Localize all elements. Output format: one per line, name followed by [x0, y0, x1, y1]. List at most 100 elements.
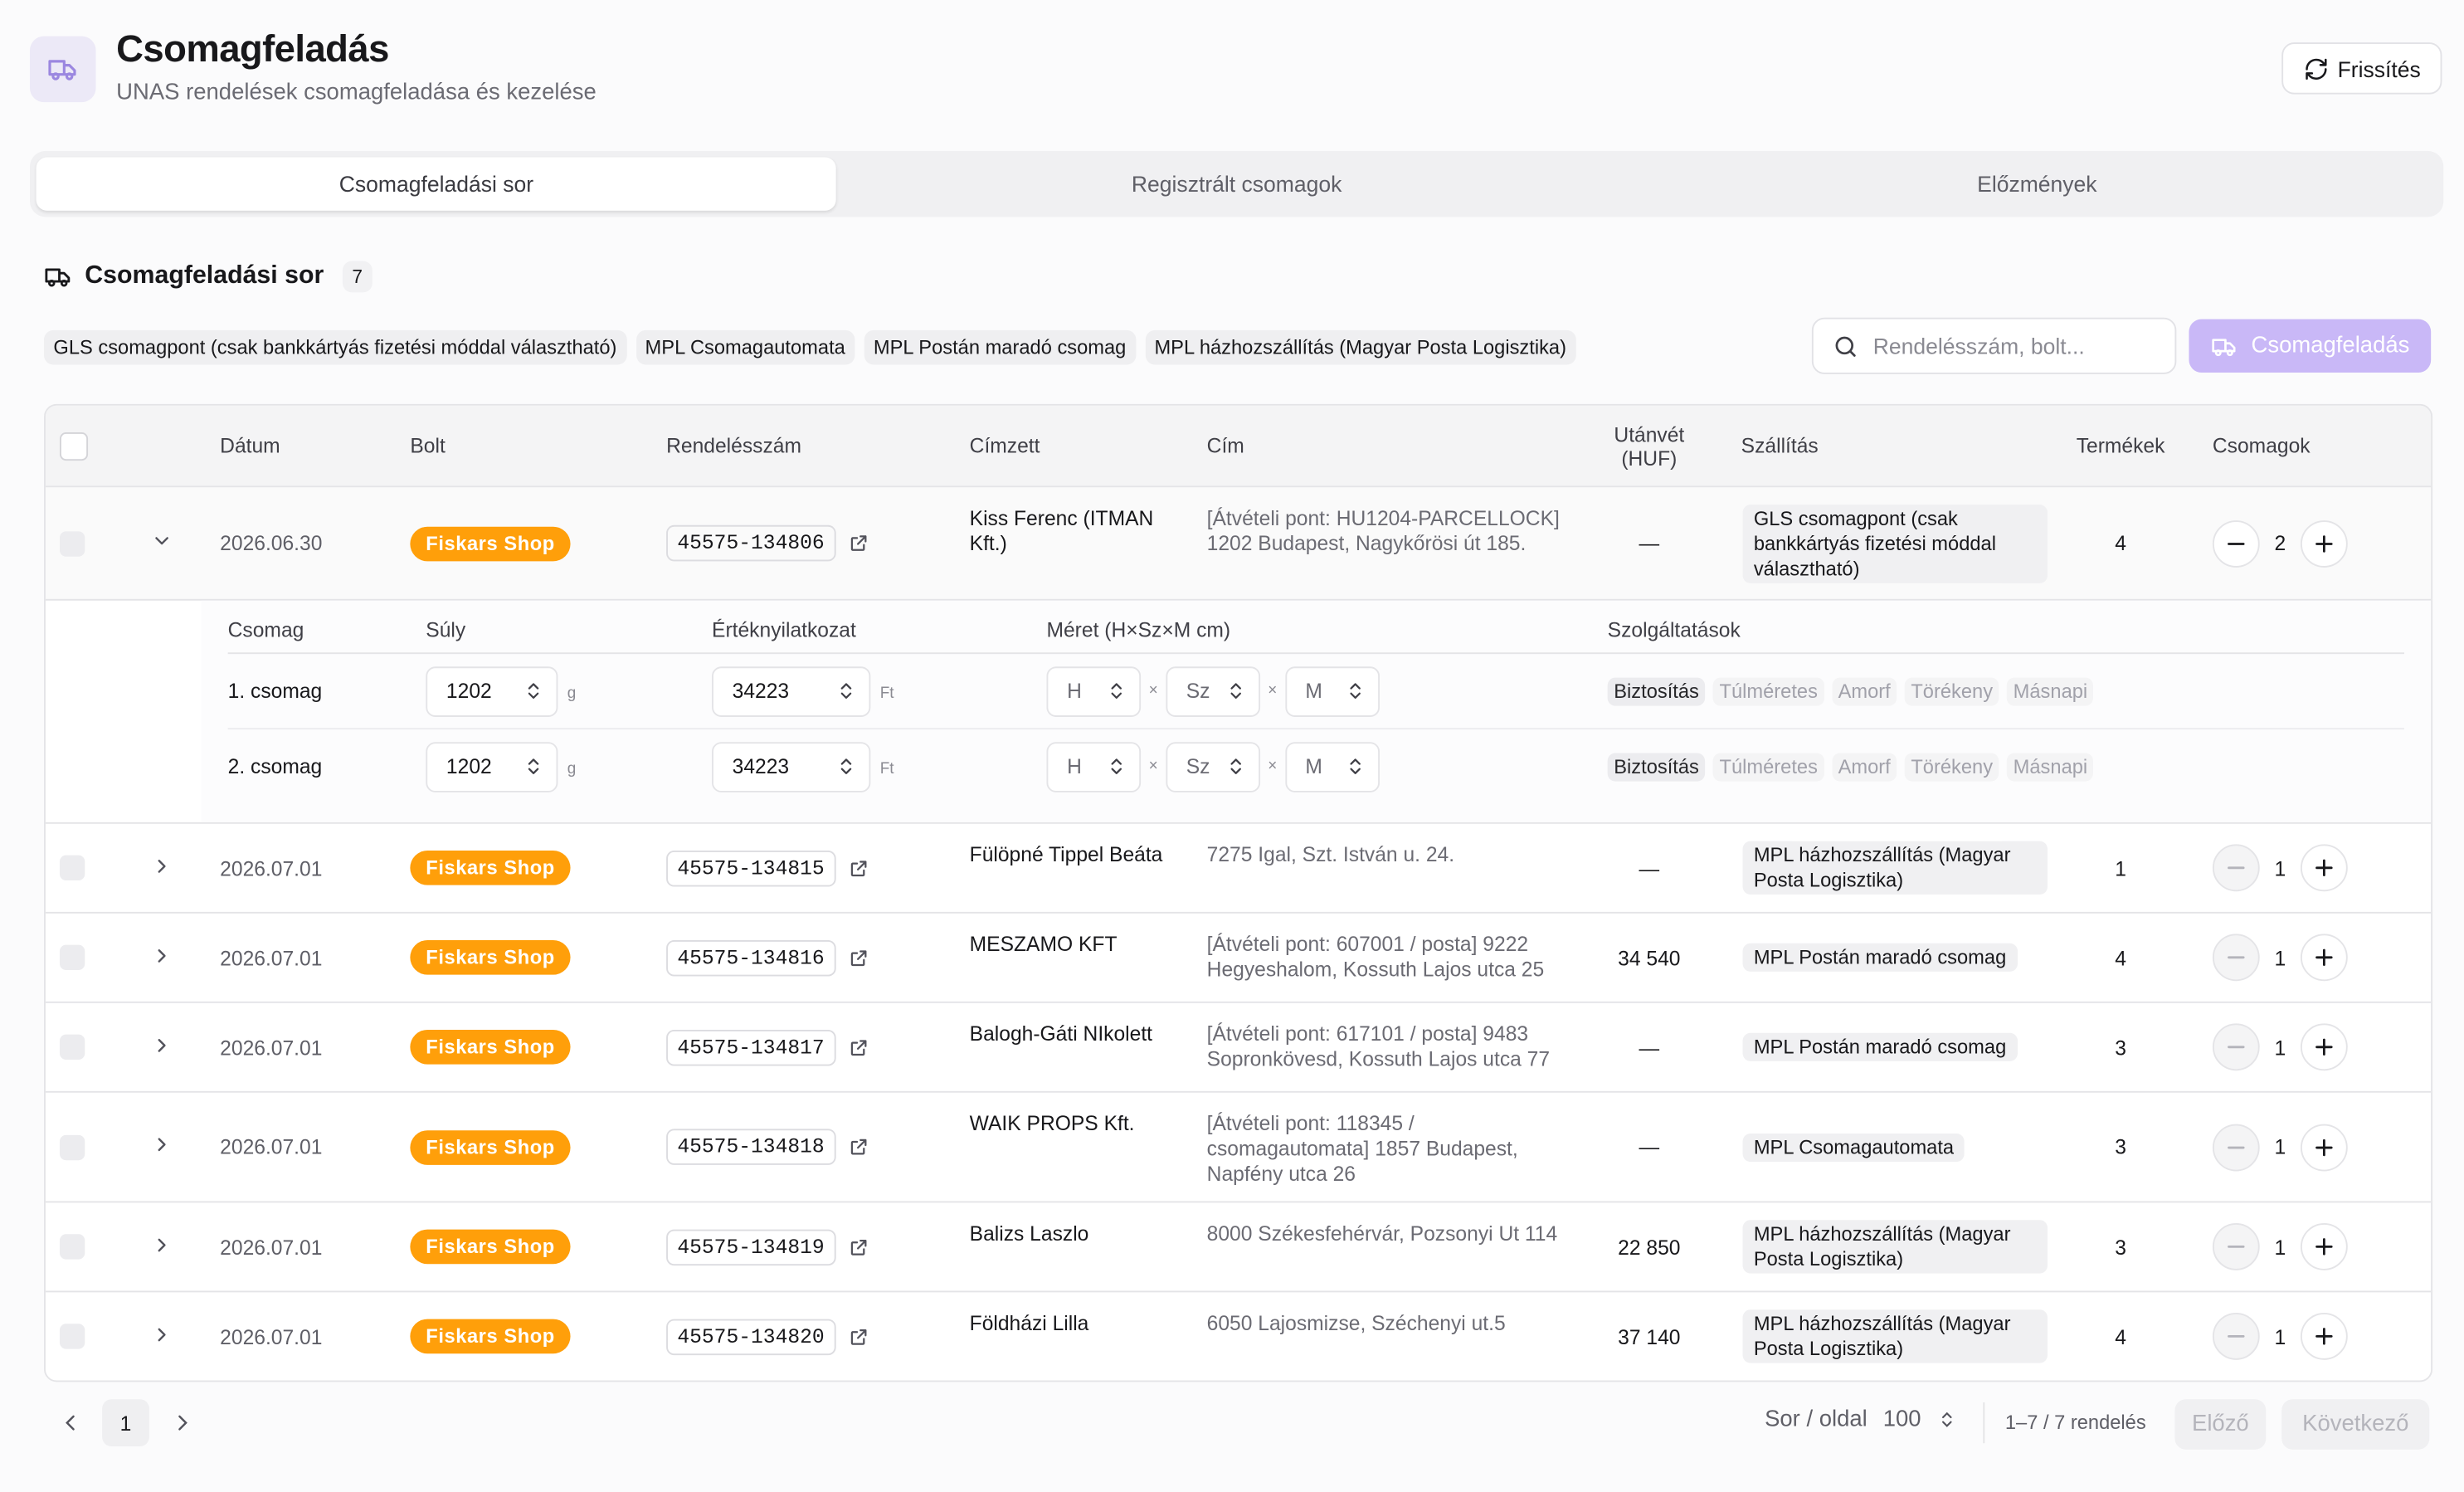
filter-chip[interactable]: MPL Csomagautomata	[635, 329, 855, 365]
checkbox[interactable]	[59, 432, 89, 461]
spinner-icon[interactable]	[1225, 680, 1246, 701]
service-toggle[interactable]: Túlméretes	[1712, 752, 1824, 781]
order-number: 45575-134819	[666, 1228, 835, 1265]
decrement-button[interactable]	[2212, 519, 2260, 568]
external-link-icon[interactable]	[848, 533, 869, 553]
spinner-icon[interactable]	[1225, 756, 1246, 777]
service-toggle[interactable]: Amorf	[1831, 752, 1897, 781]
checkbox[interactable]	[59, 530, 85, 556]
tab[interactable]: Csomagfeladási sor	[36, 157, 837, 211]
checkbox[interactable]	[59, 855, 85, 880]
weight-input[interactable]: 1202	[426, 666, 558, 716]
spinner-icon[interactable]	[1345, 680, 1366, 701]
checkbox[interactable]	[59, 1034, 85, 1060]
expand-chevron[interactable]	[151, 529, 173, 552]
search-input[interactable]: Rendelésszám, bolt...	[1811, 317, 2177, 374]
filter-chip[interactable]: MPL Postán maradó csomag	[864, 329, 1136, 365]
tab[interactable]: Regisztrált csomagok	[1131, 171, 1342, 197]
external-link-icon[interactable]	[848, 1137, 869, 1158]
decrement-button[interactable]	[2212, 934, 2260, 982]
spinner-icon[interactable]	[1106, 680, 1127, 701]
weight-input[interactable]: 1202	[426, 741, 558, 792]
external-link-icon[interactable]	[848, 1326, 869, 1347]
value-input[interactable]: 34223	[712, 741, 871, 792]
submit-button[interactable]: Csomagfeladás	[2189, 319, 2432, 373]
expand-cell	[132, 1034, 201, 1060]
prev-button[interactable]: Előző	[2174, 1399, 2267, 1450]
value-input[interactable]: 34223	[712, 666, 871, 716]
table-row[interactable]: 2026.07.01 Fiskars Shop 45575-134815 Fülöpn…	[45, 824, 2432, 914]
spinner-icon[interactable]	[1106, 756, 1127, 777]
table-row[interactable]: 2026.06.30 Fiskars Shop 45575-134806 Kiss F…	[45, 487, 2432, 601]
shipping-method: MPL Csomagautomata	[1742, 1133, 1965, 1162]
spinner-icon[interactable]	[523, 680, 544, 701]
rows-per-page-value[interactable]: 100	[1882, 1407, 1921, 1432]
service-toggle[interactable]: Törékeny	[1904, 676, 1999, 705]
external-link-icon[interactable]	[848, 1036, 869, 1057]
minus-icon	[2223, 856, 2248, 880]
table-row[interactable]: 2026.07.01 Fiskars Shop 45575-134818 WAIK P…	[45, 1093, 2432, 1203]
service-toggle[interactable]: Túlméretes	[1712, 676, 1824, 705]
service-toggle[interactable]: Másnapi	[2007, 676, 2094, 705]
increment-button[interactable]	[2300, 1222, 2348, 1270]
increment-button[interactable]	[2300, 1123, 2348, 1171]
plus-icon	[2311, 530, 2336, 555]
checkbox[interactable]	[59, 944, 85, 970]
external-link-icon[interactable]	[848, 1236, 869, 1257]
decrement-button[interactable]	[2212, 1123, 2260, 1171]
decrement-button[interactable]	[2212, 1312, 2260, 1360]
spinner-icon[interactable]	[836, 756, 857, 777]
prev-page-icon[interactable]	[60, 1412, 82, 1434]
expand-chevron[interactable]	[151, 1323, 173, 1345]
dimension-input[interactable]: Sz	[1166, 666, 1260, 716]
dimension-input[interactable]: H	[1046, 666, 1142, 716]
expand-chevron[interactable]	[151, 855, 173, 877]
package-count: 1	[2274, 1235, 2286, 1259]
expand-chevron[interactable]	[151, 944, 173, 967]
expand-chevron[interactable]	[151, 1233, 173, 1256]
external-link-icon[interactable]	[848, 947, 869, 968]
external-link-icon[interactable]	[848, 858, 869, 879]
next-button[interactable]: Következő	[2281, 1399, 2430, 1450]
page-number[interactable]: 1	[102, 1399, 149, 1447]
order-cell: 45575-134816	[647, 939, 951, 976]
table-row[interactable]: 2026.07.01 Fiskars Shop 45575-134820 Földhá…	[46, 1292, 2431, 1380]
service-toggle[interactable]: Amorf	[1831, 676, 1897, 705]
dimension-input[interactable]: M	[1284, 741, 1380, 792]
dimension-input[interactable]: H	[1046, 741, 1142, 792]
next-page-icon[interactable]	[171, 1412, 193, 1434]
expand-chevron[interactable]	[151, 1034, 173, 1056]
refresh-button[interactable]: Frissítés	[2281, 42, 2442, 95]
table-row[interactable]: 2026.07.01 Fiskars Shop 45575-134817 Balogh…	[45, 1003, 2432, 1093]
checkbox[interactable]	[59, 1234, 85, 1260]
filter-chip[interactable]: MPL házhozszállítás (Magyar Posta Logisz…	[1145, 329, 1576, 365]
spinner-icon[interactable]	[523, 756, 544, 777]
order-cell: 45575-134806	[647, 524, 951, 562]
dimension-input[interactable]: M	[1284, 666, 1380, 716]
decrement-button[interactable]	[2212, 844, 2260, 892]
table-row[interactable]: 2026.07.01 Fiskars Shop 45575-134819 Balizs…	[45, 1202, 2432, 1293]
recipient: Földházi Lilla	[969, 1311, 1089, 1335]
expand-chevron[interactable]	[151, 1134, 173, 1156]
service-toggle[interactable]: Másnapi	[2007, 752, 2094, 781]
dimension-input[interactable]: Sz	[1166, 741, 1260, 792]
checkbox[interactable]	[59, 1134, 85, 1160]
service-toggle[interactable]: Törékeny	[1904, 752, 1999, 781]
increment-button[interactable]	[2300, 519, 2348, 568]
increment-button[interactable]	[2300, 1312, 2348, 1360]
dimension-separator: ×	[1148, 758, 1158, 776]
spinner-icon[interactable]	[836, 680, 857, 701]
filter-chip[interactable]: GLS csomagpont (csak bankkártyás fizetés…	[44, 329, 626, 365]
decrement-button[interactable]	[2212, 1023, 2260, 1071]
checkbox[interactable]	[59, 1324, 85, 1349]
table-row[interactable]: 2026.07.01 Fiskars Shop 45575-134816 MESZAM…	[45, 914, 2432, 1003]
weight-cell: 1202 g	[426, 666, 712, 716]
increment-button[interactable]	[2300, 1023, 2348, 1071]
increment-button[interactable]	[2300, 934, 2348, 982]
decrement-button[interactable]	[2212, 1222, 2260, 1270]
increment-button[interactable]	[2300, 844, 2348, 892]
spinner-icon[interactable]	[1345, 756, 1366, 777]
service-toggle[interactable]: Biztosítás	[1607, 752, 1706, 781]
service-toggle[interactable]: Biztosítás	[1607, 676, 1706, 705]
tab[interactable]: Előzmények	[1977, 171, 2097, 197]
